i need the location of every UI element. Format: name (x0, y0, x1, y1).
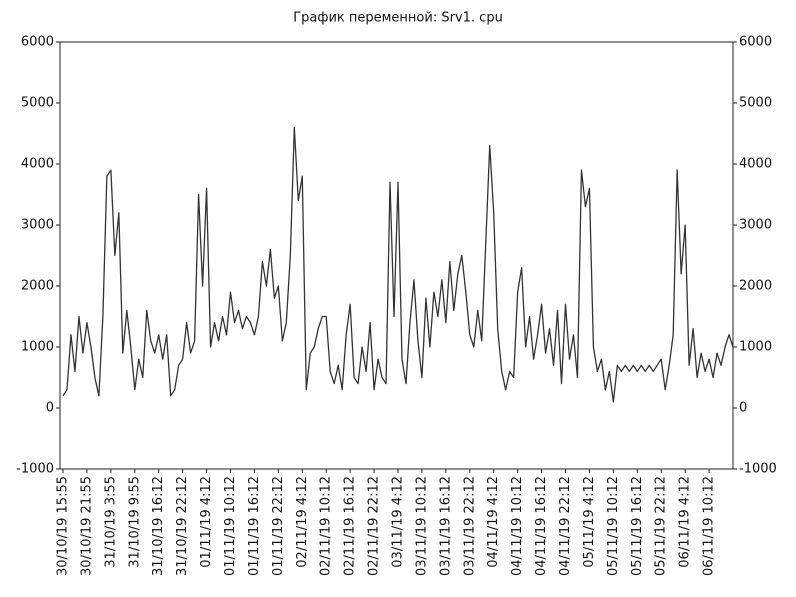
x-tick-label: 03/11/19 16:12 (438, 476, 453, 576)
x-tick-label: 05/11/19 4:12 (582, 476, 597, 568)
y-tick-label: 4000 (21, 157, 54, 172)
x-tick-label: 30/10/19 15:55 (56, 476, 71, 576)
y2-tick-label: 2000 (739, 279, 772, 294)
data-line (62, 126, 734, 403)
x-tick-label: 01/11/19 10:12 (223, 476, 238, 576)
y-tick-label: -1000 (16, 462, 54, 477)
x-tick-label: 03/11/19 4:12 (391, 476, 406, 568)
x-tick-label: 02/11/19 10:12 (319, 476, 334, 576)
x-tick-label: 31/10/19 22:12 (175, 476, 190, 576)
y-tick-label: 0 (46, 401, 54, 416)
x-tick-label: 02/11/19 4:12 (295, 476, 310, 568)
y2-tick-label: 6000 (739, 35, 772, 50)
y2-tick-label: 0 (739, 401, 747, 416)
x-tick-label: 01/11/19 22:12 (271, 476, 286, 576)
x-tick-label: 03/11/19 22:12 (462, 476, 477, 576)
x-tick-label: 06/11/19 10:12 (702, 476, 717, 576)
x-tick-label: 02/11/19 22:12 (367, 476, 382, 576)
x-tick-label: 03/11/19 10:12 (414, 476, 429, 576)
x-tick-label: 05/11/19 22:12 (654, 476, 669, 576)
y-tick-label: 3000 (21, 218, 54, 233)
x-tick-label: 04/11/19 22:12 (558, 476, 573, 576)
plot-frame (59, 41, 734, 470)
y2-tick-label: 3000 (739, 218, 772, 233)
x-tick-label: 06/11/19 4:12 (678, 476, 693, 568)
x-tick-label: 04/11/19 10:12 (510, 476, 525, 576)
x-tick-label: 31/10/19 9:55 (127, 476, 142, 568)
x-tick-label: 05/11/19 10:12 (606, 476, 621, 576)
x-tick-label: 04/11/19 16:12 (534, 476, 549, 576)
y-tick-label: 2000 (21, 279, 54, 294)
y2-tick-label: 4000 (739, 157, 772, 172)
x-tick-label: 31/10/19 3:55 (103, 476, 118, 568)
y2-tick-label: -1000 (739, 462, 777, 477)
chart-title: График переменной: Srv1. cpu (293, 11, 503, 26)
x-tick-label: 05/11/19 16:12 (630, 476, 645, 576)
y-tick-label: 6000 (21, 35, 54, 50)
y-tick-label: 5000 (21, 96, 54, 111)
x-tick-label: 01/11/19 4:12 (199, 476, 214, 568)
x-tick-label: 31/10/19 16:12 (151, 476, 166, 576)
x-tick-label: 30/10/19 21:55 (79, 476, 94, 576)
x-tick-label: 04/11/19 4:12 (486, 476, 501, 568)
y2-tick-label: 5000 (739, 96, 772, 111)
y2-tick-label: 1000 (739, 340, 772, 355)
x-tick-label: 02/11/19 16:12 (343, 476, 358, 576)
y-tick-label: 1000 (21, 340, 54, 355)
x-tick-label: 01/11/19 16:12 (247, 476, 262, 576)
